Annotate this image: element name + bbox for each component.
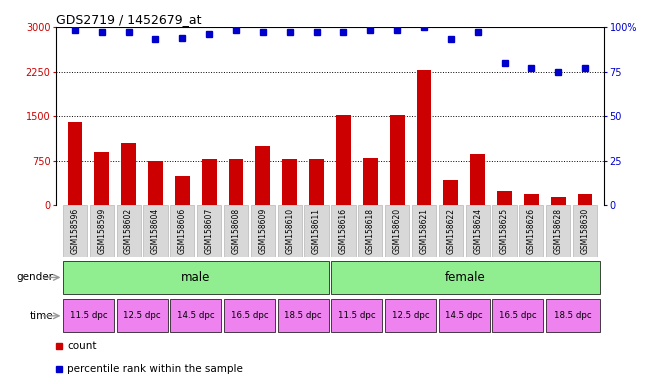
Text: GSM158611: GSM158611 [312, 208, 321, 254]
Bar [358, 205, 382, 257]
Bar [416, 70, 432, 205]
Text: GSM158621: GSM158621 [420, 208, 428, 254]
Bar [497, 190, 512, 205]
Bar [224, 300, 275, 332]
Bar [148, 161, 163, 205]
Bar [551, 197, 566, 205]
Bar [412, 205, 436, 257]
Text: percentile rank within the sample: percentile rank within the sample [67, 364, 243, 374]
Text: GSM158604: GSM158604 [151, 208, 160, 254]
Bar [573, 205, 597, 257]
Bar [304, 205, 329, 257]
Bar [255, 146, 270, 205]
Bar [202, 159, 216, 205]
Bar [67, 122, 82, 205]
Bar [90, 205, 114, 257]
Bar [385, 205, 409, 257]
Text: GSM158607: GSM158607 [205, 208, 214, 254]
Text: male: male [181, 271, 211, 284]
Bar [94, 152, 109, 205]
Bar [121, 143, 136, 205]
Text: GSM158630: GSM158630 [581, 208, 589, 254]
Text: GSM158626: GSM158626 [527, 208, 536, 254]
Bar [282, 159, 297, 205]
Text: GSM158624: GSM158624 [473, 208, 482, 254]
Text: female: female [446, 271, 486, 284]
Text: GSM158616: GSM158616 [339, 208, 348, 254]
Bar [224, 205, 248, 257]
Bar [331, 261, 600, 294]
Text: GSM158622: GSM158622 [446, 208, 455, 254]
Text: 12.5 dpc: 12.5 dpc [392, 311, 430, 320]
Text: 16.5 dpc: 16.5 dpc [230, 311, 268, 320]
Bar [546, 300, 600, 332]
Bar [465, 205, 490, 257]
Bar [170, 205, 195, 257]
Bar [331, 300, 382, 332]
Text: GDS2719 / 1452679_at: GDS2719 / 1452679_at [56, 13, 201, 26]
Text: time: time [30, 311, 53, 321]
Bar [331, 205, 356, 257]
Bar [439, 205, 463, 257]
Bar [63, 261, 329, 294]
Bar [578, 194, 593, 205]
Text: GSM158602: GSM158602 [124, 208, 133, 254]
Bar [63, 205, 87, 257]
Bar [143, 205, 168, 257]
Bar [492, 205, 517, 257]
Bar [524, 194, 539, 205]
Bar [309, 159, 324, 205]
Bar [336, 115, 351, 205]
Bar [439, 300, 490, 332]
Bar [390, 115, 405, 205]
Text: GSM158628: GSM158628 [554, 208, 563, 254]
Text: GSM158620: GSM158620 [393, 208, 402, 254]
Bar [363, 158, 378, 205]
Text: 11.5 dpc: 11.5 dpc [69, 311, 107, 320]
Bar [444, 180, 458, 205]
Text: count: count [67, 341, 96, 351]
Text: GSM158608: GSM158608 [232, 208, 240, 254]
Text: 18.5 dpc: 18.5 dpc [284, 311, 322, 320]
Bar [197, 205, 221, 257]
Bar [170, 300, 221, 332]
Text: GSM158596: GSM158596 [71, 208, 79, 254]
Text: GSM158618: GSM158618 [366, 208, 375, 254]
Text: GSM158599: GSM158599 [97, 208, 106, 254]
Bar [228, 159, 244, 205]
Bar [63, 300, 114, 332]
Bar [546, 205, 570, 257]
Text: GSM158610: GSM158610 [285, 208, 294, 254]
Text: 14.5 dpc: 14.5 dpc [177, 311, 215, 320]
Text: 14.5 dpc: 14.5 dpc [446, 311, 483, 320]
Bar [492, 300, 543, 332]
Bar [251, 205, 275, 257]
Text: 16.5 dpc: 16.5 dpc [499, 311, 537, 320]
Text: 12.5 dpc: 12.5 dpc [123, 311, 161, 320]
Bar [175, 176, 189, 205]
Text: GSM158625: GSM158625 [500, 208, 509, 254]
Text: 11.5 dpc: 11.5 dpc [338, 311, 376, 320]
Text: GSM158609: GSM158609 [258, 208, 267, 254]
Bar [385, 300, 436, 332]
Bar [117, 205, 141, 257]
Text: 18.5 dpc: 18.5 dpc [554, 311, 592, 320]
Bar [117, 300, 168, 332]
Bar [471, 154, 485, 205]
Text: GSM158606: GSM158606 [178, 208, 187, 254]
Bar [519, 205, 543, 257]
Bar [278, 300, 329, 332]
Bar [278, 205, 302, 257]
Text: gender: gender [16, 272, 53, 283]
